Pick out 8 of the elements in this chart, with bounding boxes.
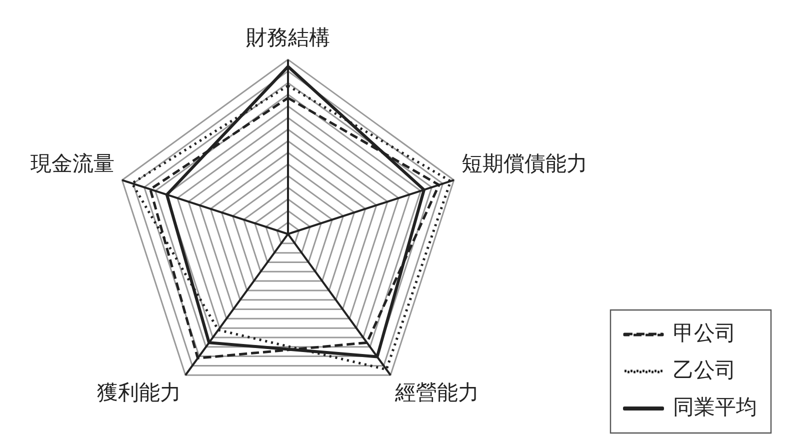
legend-label: 同業平均 xyxy=(673,394,757,419)
legend-label: 乙公司 xyxy=(673,358,736,382)
legend-label: 甲公司 xyxy=(673,320,736,345)
spoke-label: 短期償債能力 xyxy=(462,151,588,176)
spoke-label: 現金流量 xyxy=(30,151,114,176)
spoke-label: 經營能力 xyxy=(394,380,480,405)
spoke-label: 獲利能力 xyxy=(96,380,181,405)
spoke-label: 財務結構 xyxy=(246,25,330,50)
